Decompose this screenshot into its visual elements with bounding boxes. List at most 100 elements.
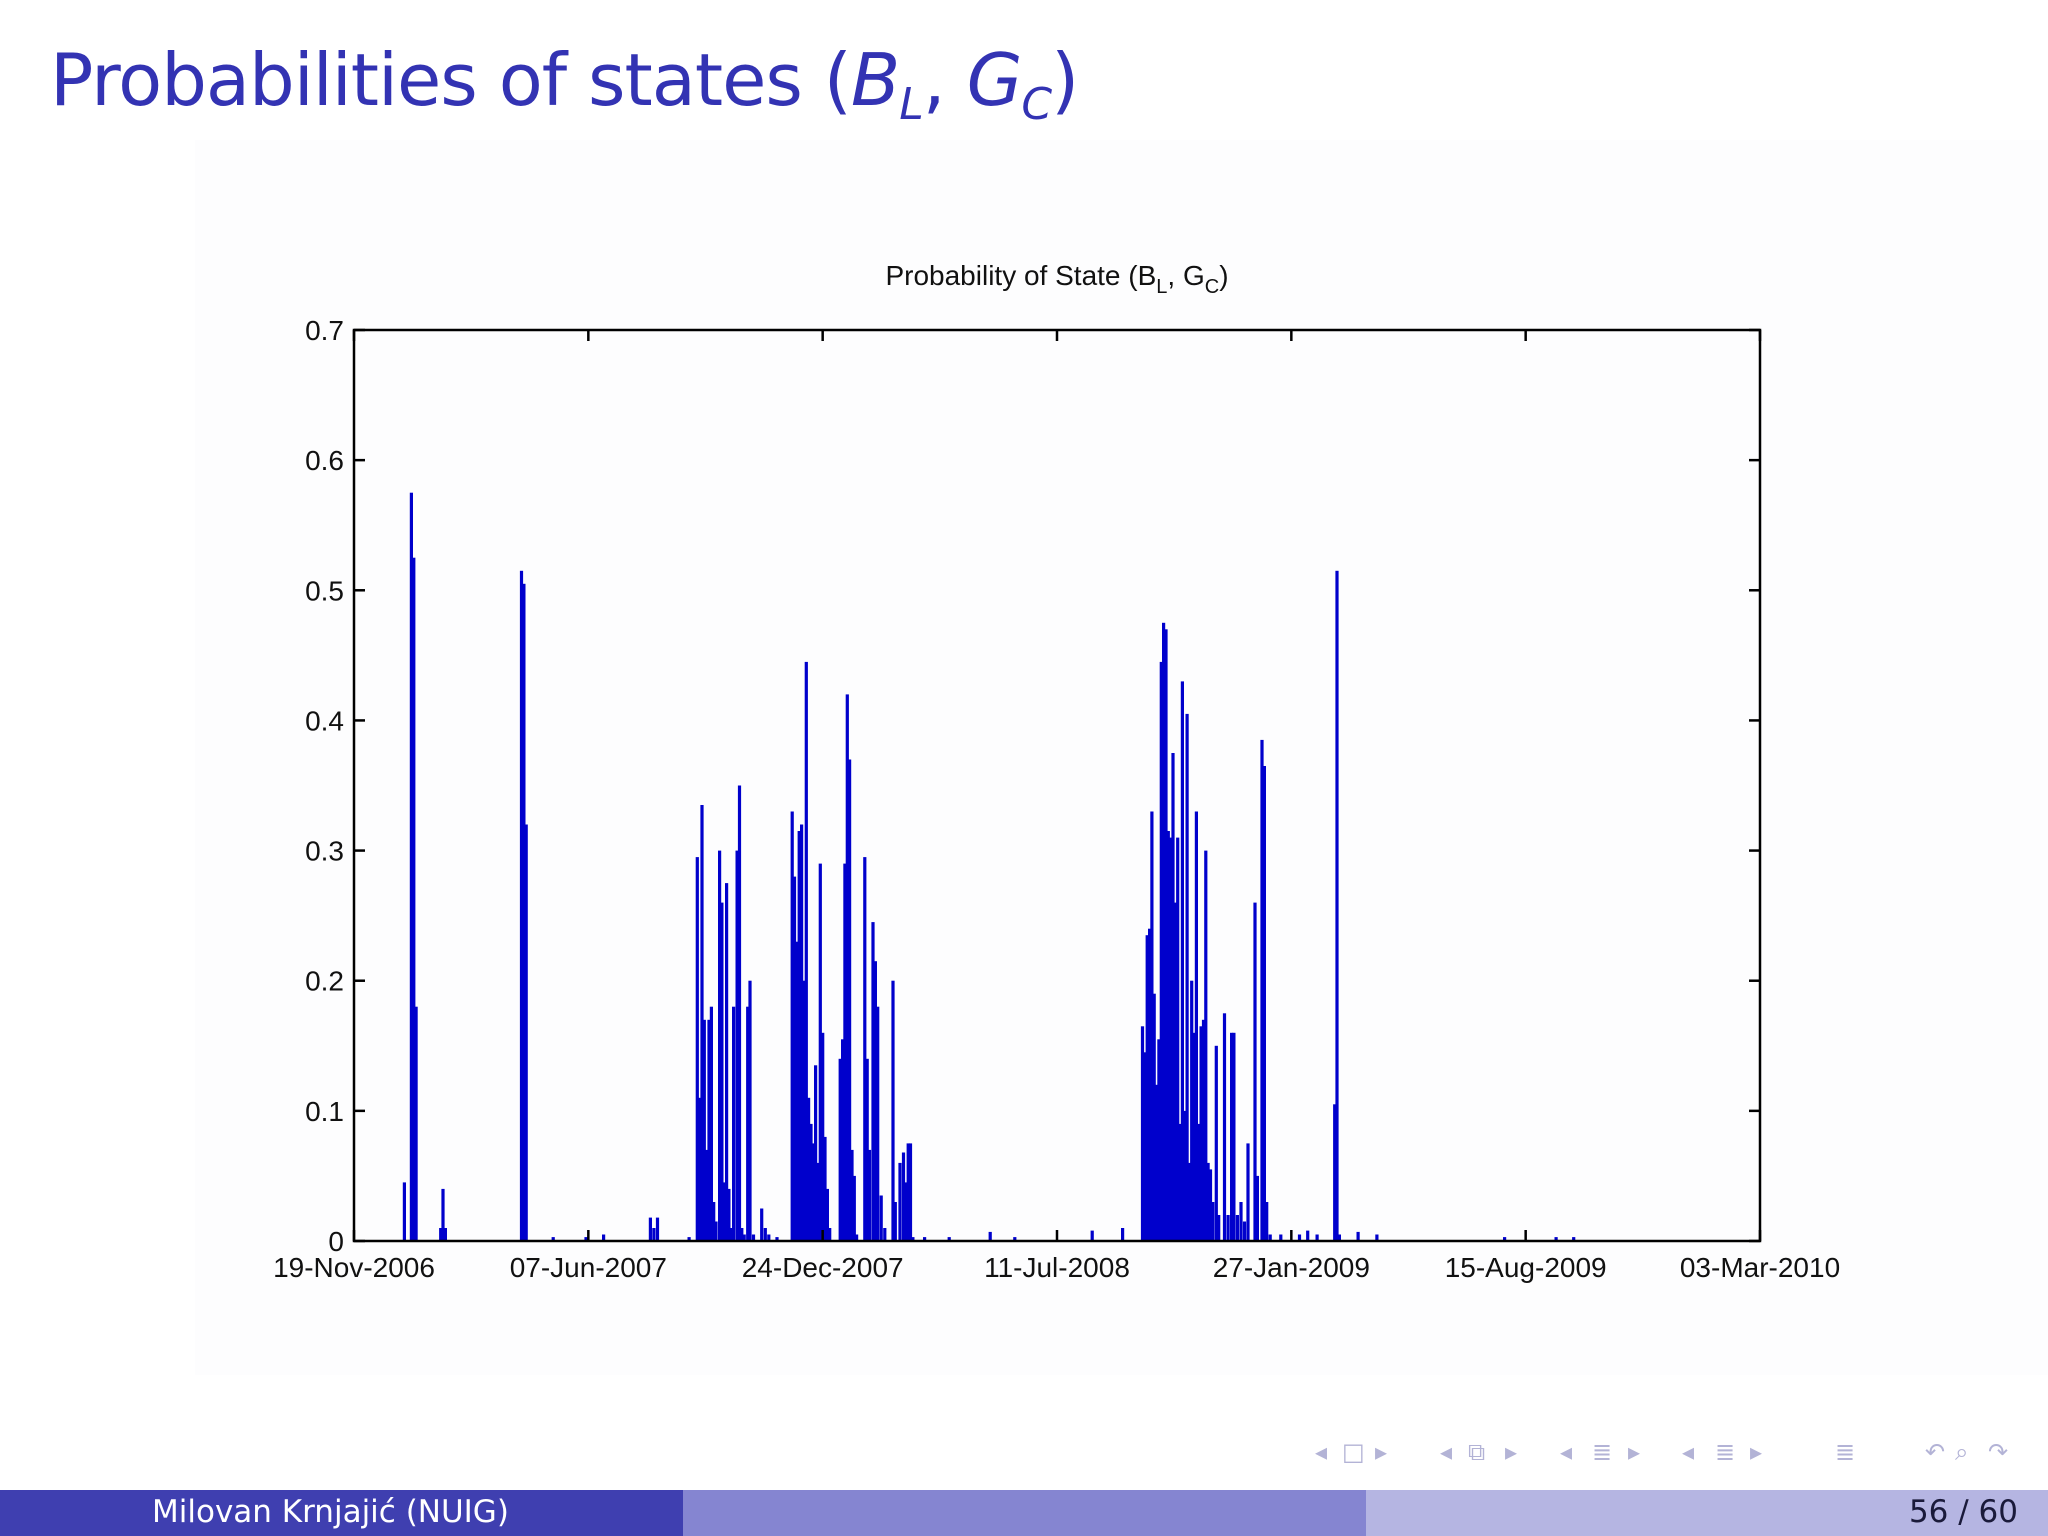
chart-bar <box>845 694 849 1241</box>
chart-bar <box>825 1188 829 1241</box>
chart-bar <box>702 1019 706 1241</box>
chart-bar <box>725 883 729 1241</box>
redo-icon[interactable]: ↷ <box>1988 1438 2009 1466</box>
y-tick-label: 0.3 <box>305 836 344 867</box>
chart-bar <box>1155 1084 1159 1241</box>
nav-right-icon[interactable]: ▸ <box>1505 1438 1518 1466</box>
chart-bar <box>1239 1202 1243 1241</box>
chart-bar <box>1572 1237 1576 1241</box>
chart-bar <box>775 1237 779 1241</box>
chart-bar <box>1164 629 1168 1241</box>
nav-left-icon[interactable]: ◂ <box>1682 1438 1695 1466</box>
chart-bar <box>412 557 416 1241</box>
chart-bar <box>1140 1026 1145 1241</box>
chart-bar <box>584 1237 588 1241</box>
search-icon[interactable]: ⌕ <box>1955 1438 1969 1466</box>
chart-bar <box>698 1097 702 1241</box>
chart-bar <box>760 1208 764 1241</box>
chart-bar <box>1190 980 1194 1241</box>
chart-bar <box>852 1175 856 1241</box>
probability-chart: Probability of State (BL, GC) 0 0.1 0.2 0.3 0… <box>273 260 1840 1283</box>
y-tick-label: 0.7 <box>305 315 344 346</box>
nav-left-icon[interactable]: ◂ <box>1440 1438 1453 1466</box>
chart-bar <box>1217 1215 1221 1241</box>
chart-bar <box>1192 1032 1196 1241</box>
x-tick-label: 24-Dec-2007 <box>742 1252 904 1283</box>
nav-left-icon[interactable]: ◂ <box>1315 1438 1328 1466</box>
chart-bar <box>687 1237 691 1241</box>
y-tick-label: 0.5 <box>305 575 344 606</box>
chart-bar <box>1204 850 1208 1241</box>
chart-bar <box>1013 1237 1017 1241</box>
section-icon[interactable]: ≣ <box>1592 1438 1613 1466</box>
chart-bar <box>751 1234 756 1241</box>
chart-bar <box>807 1097 811 1241</box>
chart-bar <box>1176 837 1180 1241</box>
chart-bar <box>1157 1039 1161 1241</box>
subframe-icon[interactable]: ⧉ <box>1468 1438 1486 1466</box>
chart-bar <box>1503 1237 1507 1241</box>
chart-bar <box>655 1217 660 1241</box>
frame-icon[interactable]: □ <box>1342 1438 1365 1466</box>
chart-bar <box>727 1188 731 1241</box>
chart-bar <box>1173 902 1177 1241</box>
chart-bar <box>707 1019 711 1241</box>
chart-bar <box>1148 928 1152 1241</box>
chart-bar <box>1171 753 1175 1241</box>
chart-bar <box>732 1006 736 1241</box>
chart-bar <box>1150 811 1154 1241</box>
chart-bar <box>1199 1026 1203 1241</box>
chart-bar <box>1214 1045 1218 1241</box>
chart-bar <box>879 1195 883 1241</box>
y-tick-label: 0.1 <box>305 1096 344 1127</box>
chart-bar <box>804 661 808 1241</box>
nav-left-icon[interactable]: ◂ <box>1560 1438 1573 1466</box>
chart-bar <box>1121 1228 1125 1241</box>
chart-bar <box>1143 1052 1147 1241</box>
slide-title: Probabilities of states (BL, GC) <box>50 38 1079 130</box>
chart-bar <box>712 1202 716 1241</box>
chart-bar <box>1162 622 1166 1241</box>
undo-icon[interactable]: ↶ <box>1925 1438 1946 1466</box>
x-tick-label: 03-Mar-2010 <box>1680 1252 1840 1283</box>
chart-bar <box>823 1136 827 1241</box>
chart-bar <box>908 1143 913 1241</box>
chart-bar <box>1335 570 1339 1241</box>
chart-bar <box>763 1228 767 1241</box>
chart-bar <box>441 1188 445 1241</box>
footer-page-number: 56 / 60 <box>1908 1494 2018 1530</box>
chart-bar <box>714 1221 718 1241</box>
chart-bar <box>414 1006 418 1241</box>
chart-bar <box>790 811 794 1241</box>
footer-bar: Milovan Krnjajić (NUIG) 56 / 60 <box>0 1490 2048 1536</box>
chart-bar <box>988 1231 992 1241</box>
chart-bar <box>1260 739 1264 1241</box>
x-tick-label: 19-Nov-2006 <box>273 1252 435 1283</box>
chart-bar <box>1230 1032 1234 1241</box>
nav-right-icon[interactable]: ▸ <box>1375 1438 1388 1466</box>
chart-bar <box>709 1006 713 1241</box>
chart-bar <box>402 1182 406 1241</box>
chart-bar <box>873 961 877 1241</box>
nav-right-icon[interactable]: ▸ <box>1628 1438 1641 1466</box>
nav-right-icon[interactable]: ▸ <box>1750 1438 1763 1466</box>
chart-bar <box>863 857 867 1241</box>
chart-bar <box>871 922 875 1241</box>
chart-bar <box>1194 811 1198 1241</box>
chart-bar <box>524 824 528 1241</box>
chart-bar <box>1333 1104 1337 1241</box>
beamer-navigation[interactable]: ◂ □ ▸ ◂ ⧉ ▸ ◂ ≣ ▸ ◂ ≣ ▸ ≣ ↶ ⌕ ↷ <box>1310 1438 2040 1474</box>
subsection-icon[interactable]: ≣ <box>1715 1438 1736 1466</box>
chart-bar <box>1222 1013 1227 1242</box>
chart-bar <box>1262 766 1266 1241</box>
chart-bar <box>816 1162 820 1241</box>
chart-bar <box>1246 1143 1250 1241</box>
chart-bar <box>1306 1230 1310 1241</box>
chart-bar <box>1090 1230 1094 1241</box>
list-icon[interactable]: ≣ <box>1835 1438 1856 1466</box>
chart-bar <box>855 1234 859 1241</box>
chart-bar <box>797 831 801 1241</box>
chart-bar <box>1232 1032 1236 1241</box>
chart-bar <box>1211 1202 1215 1241</box>
chart-bar <box>700 805 704 1241</box>
